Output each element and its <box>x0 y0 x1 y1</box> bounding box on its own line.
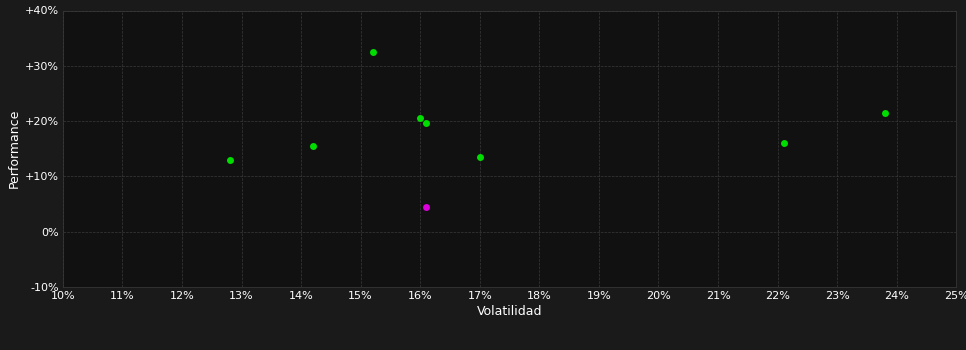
X-axis label: Volatilidad: Volatilidad <box>477 305 542 318</box>
Y-axis label: Performance: Performance <box>8 109 20 188</box>
